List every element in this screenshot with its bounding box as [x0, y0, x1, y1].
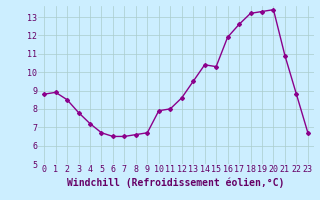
X-axis label: Windchill (Refroidissement éolien,°C): Windchill (Refroidissement éolien,°C)	[67, 177, 285, 188]
